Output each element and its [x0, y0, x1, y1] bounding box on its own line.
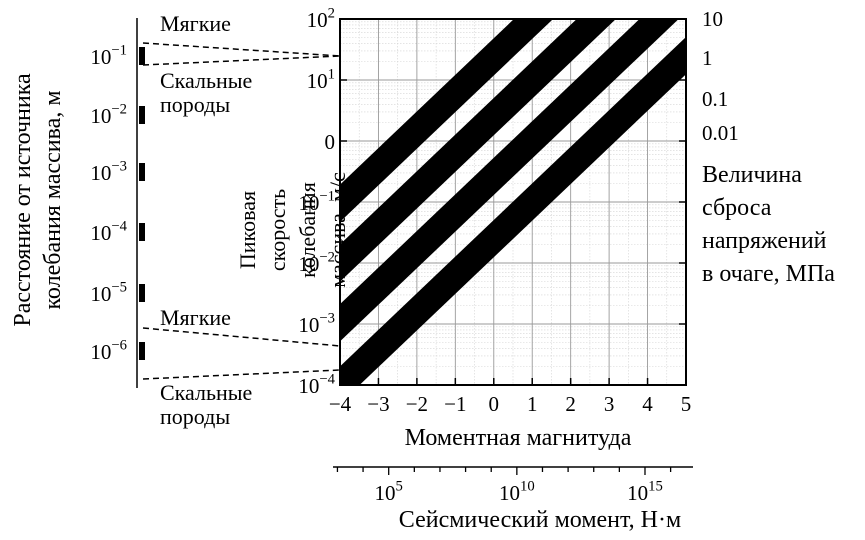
x-axis-label: Моментная магнитуда	[405, 425, 632, 451]
series-band-10	[340, 19, 554, 222]
legend-title-line: Величина	[702, 162, 802, 188]
svg-text:Расстояние от источника: Расстояние от источника	[10, 73, 36, 327]
series-band-0_01	[340, 36, 686, 385]
distance-range-marker	[139, 342, 145, 360]
rock-type-labels: Мягкие Скальные породы Мягкие Скальные п…	[160, 11, 252, 429]
legend-title-line: сброса	[702, 195, 772, 221]
y-tick-label: 10−1	[298, 189, 335, 215]
y-axis-label-line: массива, м/с	[325, 172, 350, 288]
distance-range-marker	[139, 106, 145, 124]
x-tick-label: 3	[604, 392, 615, 416]
y-axis-label-line: скорость	[265, 189, 290, 271]
legend-label-10: 10	[702, 7, 723, 31]
y-tick-label: 10−4	[298, 372, 335, 398]
y-axis: 102 101 0 10−1 10−2 10−3 10−4	[298, 6, 686, 398]
svg-text:колебания массива, м: колебания массива, м	[40, 90, 66, 309]
y-axis-label-line: Пиковая	[235, 191, 260, 269]
hard-rock-label-top-2: породы	[160, 92, 230, 117]
series-layer	[340, 19, 686, 385]
legend-label-1: 1	[702, 46, 713, 70]
series-band-1	[340, 19, 616, 282]
moment-tick-label: 105	[375, 479, 403, 505]
connector-soft-bottom	[142, 327, 341, 347]
rock-type-connectors	[142, 42, 341, 380]
x-tick-label: −3	[367, 392, 389, 416]
x-tick-label: 5	[681, 392, 692, 416]
legend-title-line: напряжений	[702, 228, 827, 254]
distance-tick-label: 10−3	[90, 159, 127, 185]
distance-range-marker	[139, 223, 145, 241]
x-axis: −4 −3 −2 −1 0 1 2 3 4 5	[329, 378, 691, 416]
hard-rock-label-top-1: Скальные	[160, 68, 252, 93]
hard-rock-label-bottom-2: породы	[160, 404, 230, 429]
y-tick-label: 10−2	[298, 250, 335, 276]
distance-range-marker	[139, 163, 145, 181]
distance-range-marker	[139, 284, 145, 302]
connector-soft-top	[142, 42, 341, 57]
distance-tick-label: 10−4	[90, 219, 127, 245]
x-tick-label: −4	[329, 392, 352, 416]
distance-axis: 10−1 10−2 10−3 10−4 10−5 10−6	[90, 43, 145, 364]
legend-label-0_1: 0.1	[702, 87, 728, 111]
y-tick-label: 10−3	[298, 311, 335, 337]
distance-tick-label: 10−6	[90, 338, 127, 364]
distance-tick-label: 10−1	[90, 43, 127, 69]
x-tick-label: 1	[527, 392, 538, 416]
moment-tick-label: 1010	[499, 479, 535, 505]
legend-label-0_01: 0.01	[702, 121, 739, 145]
legend-title-line: в очаге, МПа	[702, 261, 835, 287]
x-tick-label: 0	[489, 392, 500, 416]
x-tick-label: 4	[642, 392, 653, 416]
legend-title: Величина сброса напряжений в очаге, МПа	[702, 162, 835, 287]
connector-hard-top	[142, 55, 341, 66]
legend: 10 1 0.1 0.01	[702, 7, 739, 145]
soft-rock-label-top: Мягкие	[160, 11, 231, 36]
moment-axis-label: Сейсмический момент, Н·м	[399, 507, 681, 533]
connector-hard-bottom	[142, 369, 341, 380]
y-axis-label: Пиковая скорость колебания массива, м/с	[235, 172, 350, 288]
y-tick-label: 101	[307, 67, 335, 93]
x-tick-label: −2	[406, 392, 428, 416]
y-tick-label: 102	[307, 6, 335, 32]
distance-tick-label: 10−5	[90, 280, 127, 306]
y-axis-label-line: колебания	[295, 182, 320, 278]
distance-axis-label: Расстояние от источника колебания массив…	[10, 73, 66, 327]
y-tick-label: 0	[325, 130, 336, 154]
x-tick-label: 2	[565, 392, 576, 416]
moment-axis: 105 1010 1015	[336, 467, 672, 505]
distance-tick-label: 10−2	[90, 102, 127, 128]
moment-tick-label: 1015	[627, 479, 663, 505]
x-tick-label: −1	[444, 392, 466, 416]
distance-range-marker	[139, 47, 145, 65]
soft-rock-label-bottom: Мягкие	[160, 305, 231, 330]
hard-rock-label-bottom-1: Скальные	[160, 380, 252, 405]
